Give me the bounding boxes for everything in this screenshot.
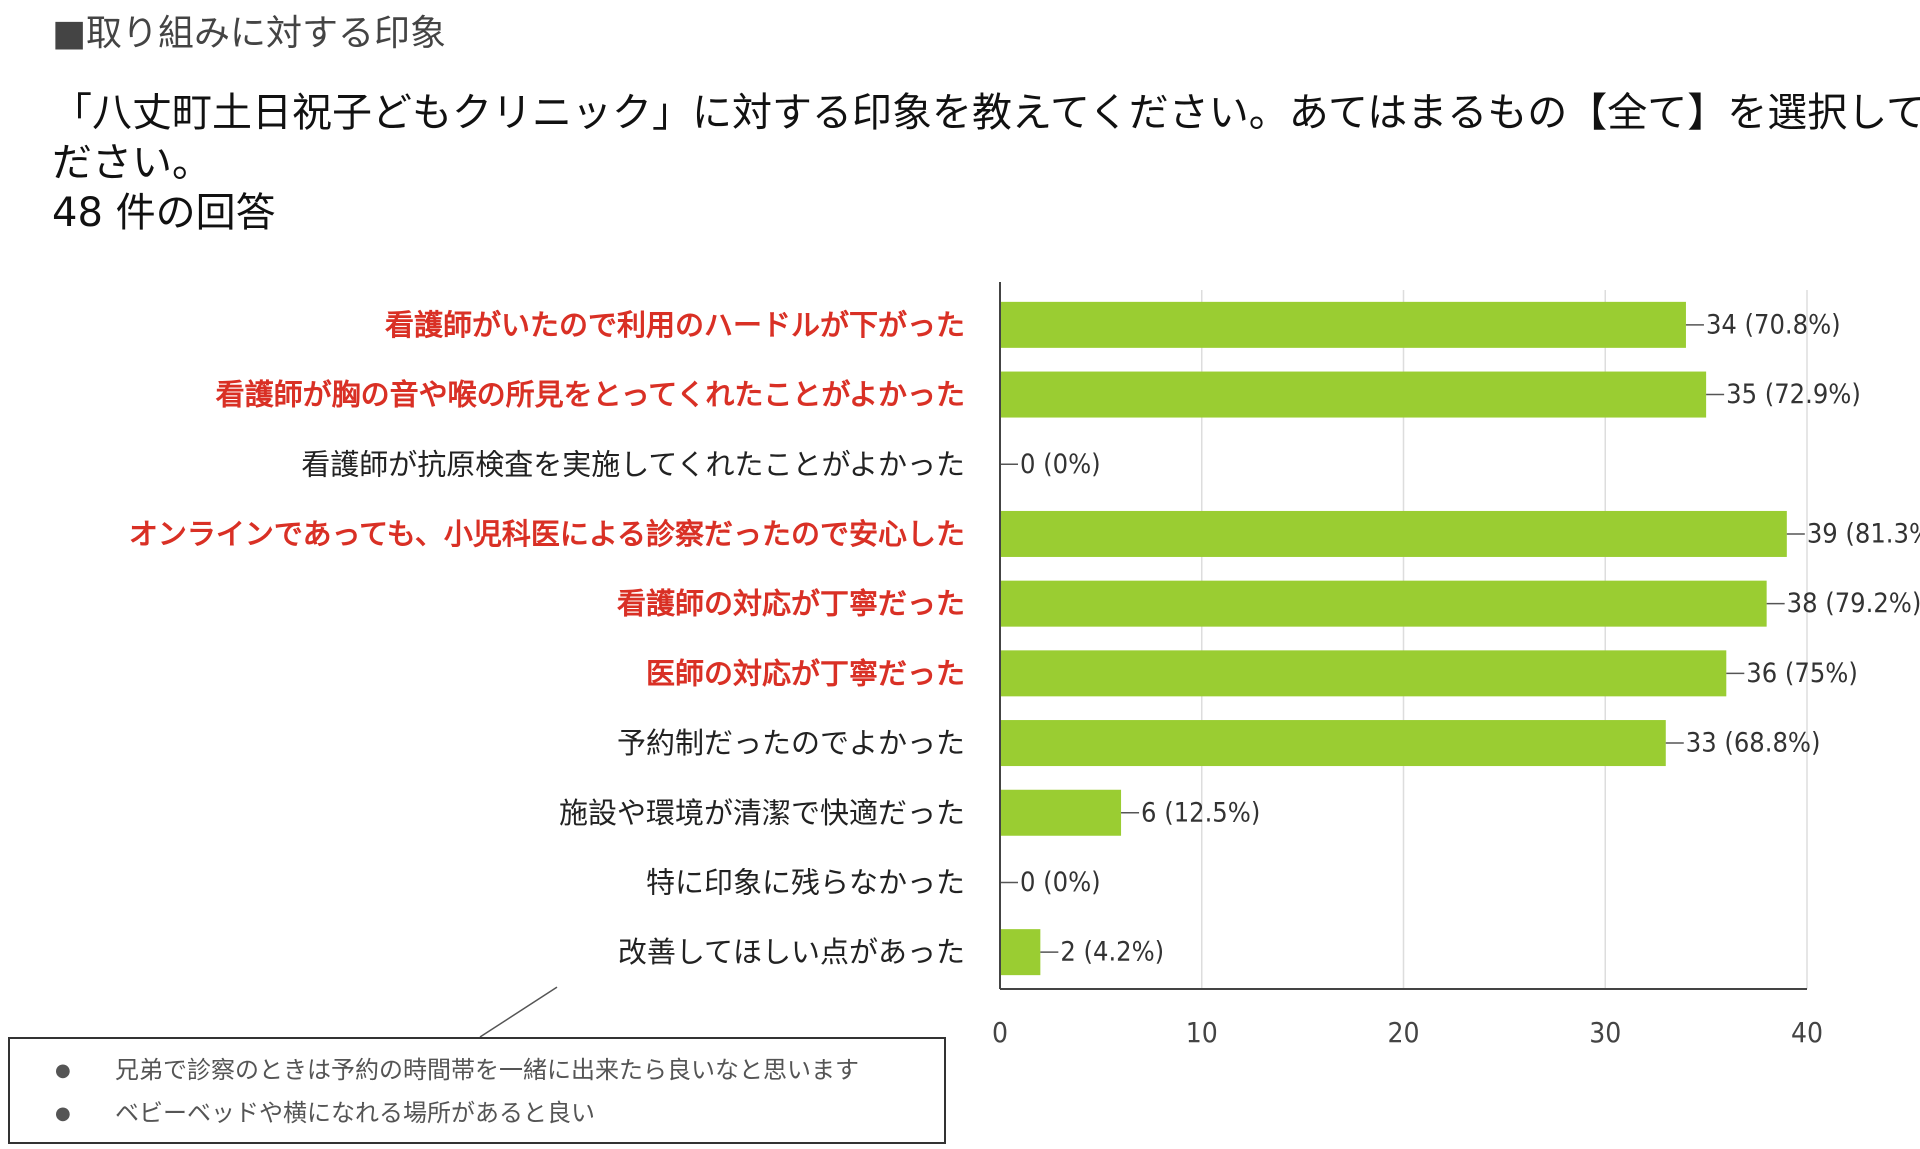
data-label: 35 (72.9%) xyxy=(1726,379,1861,410)
bar xyxy=(1000,789,1122,836)
question-line-2: ださい。 xyxy=(52,140,212,186)
data-label: 0 (0%) xyxy=(1020,449,1101,480)
category-label: 改善してほしい点があった xyxy=(618,935,965,969)
x-tick-label: 10 xyxy=(1186,1016,1218,1049)
bar xyxy=(1000,929,1041,976)
section-heading: ■取り組みに対する印象 xyxy=(52,13,447,54)
category-label: 看護師が胸の音や喉の所見をとってくれたことがよかった xyxy=(216,378,965,412)
comment-callout: ● 兄弟で診察のときは予約の時間帯を一緒に出来たら良いなと思います ● ベビーベ… xyxy=(8,1037,946,1144)
category-label: 特に印象に残らなかった xyxy=(646,865,965,899)
bar xyxy=(1000,371,1707,418)
data-label: 33 (68.8%) xyxy=(1686,728,1821,759)
comment-item: ● 兄弟で診察のときは予約の時間帯を一緒に出来たら良いなと思います xyxy=(10,1049,944,1092)
question-text: 「八丈町土日祝子どもクリニック」に対する印象を教えてください。あてはまるもの【全… xyxy=(52,88,1920,188)
x-tick-label: 30 xyxy=(1589,1016,1621,1049)
category-label: オンラインであっても、小児科医による診察だったので安心した xyxy=(129,517,965,551)
comment-list: ● 兄弟で診察のときは予約の時間帯を一緒に出来たら良いなと思います ● ベビーベ… xyxy=(10,1039,944,1135)
data-label: 34 (70.8%) xyxy=(1706,309,1841,340)
data-label: 38 (79.2%) xyxy=(1787,588,1920,619)
callout-pointer xyxy=(479,986,558,1038)
comment-text: 兄弟で診察のときは予約の時間帯を一緒に出来たら良いなと思います xyxy=(115,1056,859,1084)
category-label: 看護師がいたので利用のハードルが下がった xyxy=(385,308,965,342)
category-label: 施設や環境が清潔で快適だった xyxy=(559,796,965,830)
comment-text: ベビーベッドや横になれる場所があると良い xyxy=(115,1099,595,1127)
data-label: 36 (75%) xyxy=(1746,658,1858,689)
bar xyxy=(1000,650,1727,697)
data-label: 39 (81.3%) xyxy=(1807,518,1920,549)
response-count: 48 件の回答 xyxy=(52,190,276,236)
category-label: 医師の対応が丁寧だった xyxy=(646,656,965,690)
data-label: 6 (12.5%) xyxy=(1141,797,1260,828)
category-label: 予約制だったのでよかった xyxy=(617,726,965,760)
bar xyxy=(1000,510,1787,557)
comment-item: ● ベビーベッドや横になれる場所があると良い xyxy=(10,1092,944,1135)
bar xyxy=(1000,720,1666,767)
category-label: 看護師が抗原検査を実施してくれたことがよかった xyxy=(301,447,965,481)
data-label: 2 (4.2%) xyxy=(1060,937,1164,968)
x-tick-label: 40 xyxy=(1791,1016,1823,1049)
category-label: 看護師の対応が丁寧だった xyxy=(617,587,965,621)
bullet-icon: ● xyxy=(55,1103,71,1124)
data-label: 0 (0%) xyxy=(1020,867,1101,898)
bar xyxy=(1000,301,1686,348)
x-tick-label: 20 xyxy=(1387,1016,1419,1049)
bar xyxy=(1000,580,1767,627)
x-tick-label: 0 xyxy=(992,1016,1008,1049)
bullet-icon: ● xyxy=(55,1060,71,1081)
question-line-1: 「八丈町土日祝子どもクリニック」に対する印象を教えてください。あてはまるもの【全… xyxy=(52,90,1920,136)
